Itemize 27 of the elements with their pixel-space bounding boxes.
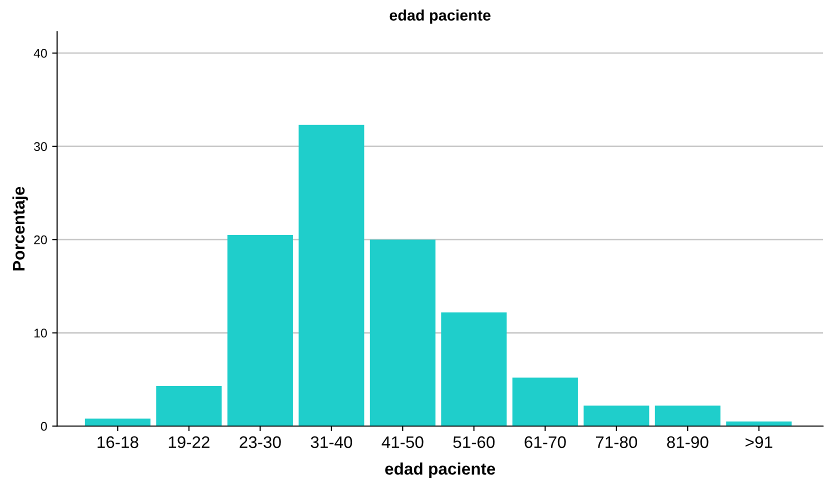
bar xyxy=(298,124,364,426)
y-tick-label: 20 xyxy=(34,235,47,244)
y-tick-label: 0 xyxy=(40,422,47,431)
x-tick-label: 81-90 xyxy=(667,436,708,448)
y-tick-label: 30 xyxy=(34,142,47,152)
bar xyxy=(512,378,578,426)
bar xyxy=(441,312,507,426)
chart-title: edad paciente xyxy=(390,9,491,24)
bar xyxy=(227,234,293,426)
x-tick-label: 31-40 xyxy=(310,436,352,448)
x-tick-label: 23-30 xyxy=(240,436,281,448)
x-tick-label: 71-80 xyxy=(596,436,638,448)
x-tick-label: 41-50 xyxy=(382,436,424,448)
bar xyxy=(654,406,720,426)
bar xyxy=(84,418,150,426)
x-tick-label: 51-60 xyxy=(453,436,495,448)
x-tick-label: 16-18 xyxy=(98,436,138,448)
bar xyxy=(584,406,650,426)
x-axis-title: edad paciente xyxy=(385,462,496,478)
bar xyxy=(156,386,222,426)
x-tick-label: >91 xyxy=(746,436,772,448)
x-tick-label: 19-22 xyxy=(168,436,210,448)
bar xyxy=(370,240,436,426)
y-tick-label: 10 xyxy=(34,328,47,338)
x-tick-label: 61-70 xyxy=(524,436,566,448)
y-axis-title: Porcentaje xyxy=(12,186,28,270)
y-tick-label: 40 xyxy=(34,48,47,58)
